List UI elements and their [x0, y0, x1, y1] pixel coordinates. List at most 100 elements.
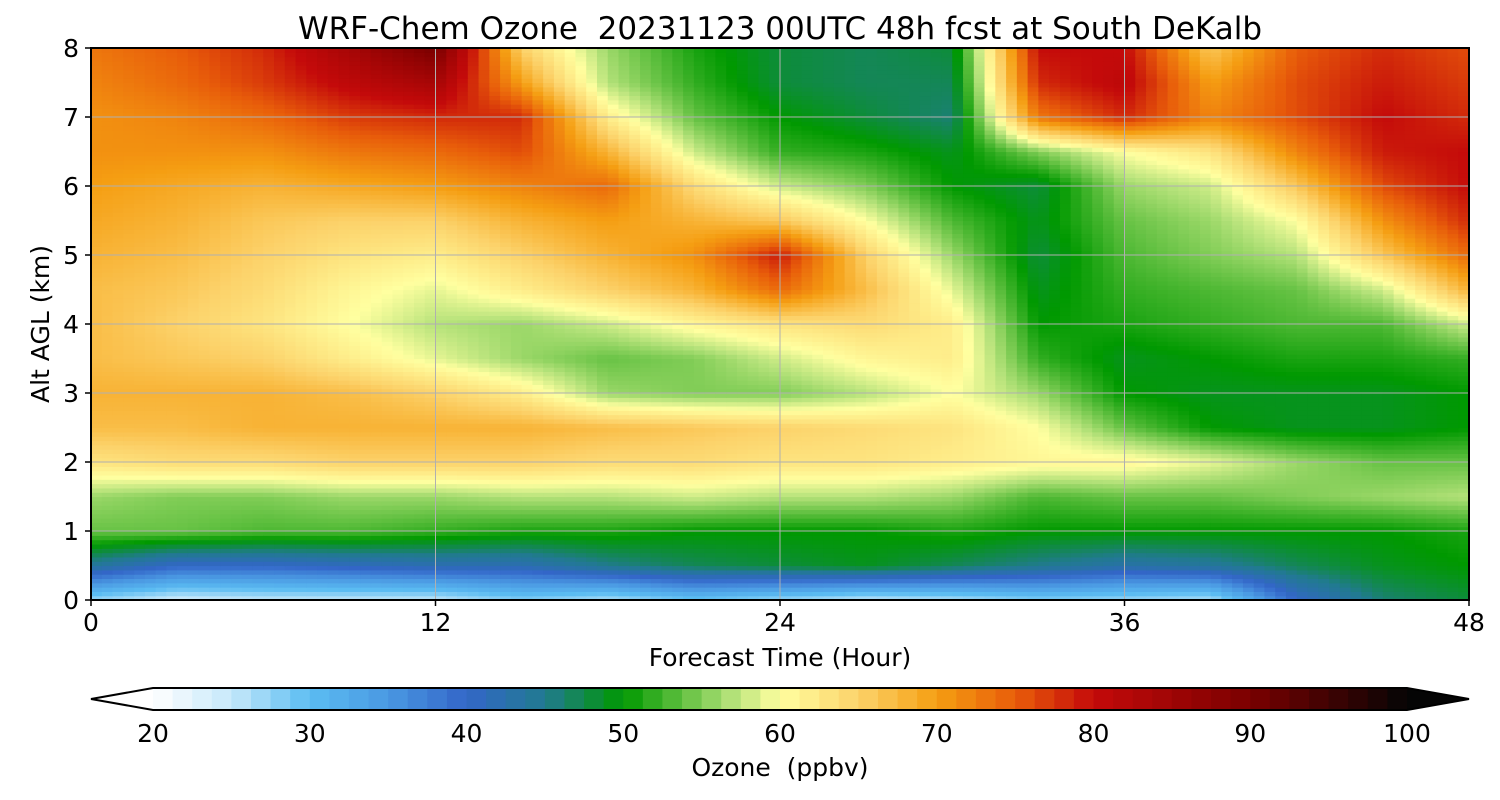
heatmap-cell — [995, 548, 1006, 553]
heatmap-cell — [651, 471, 662, 476]
heatmap-cell — [145, 501, 156, 506]
heatmap-cell — [1092, 497, 1103, 502]
heatmap-cell — [619, 591, 630, 596]
heatmap-cell — [1254, 583, 1265, 588]
heatmap-cell — [446, 466, 457, 471]
heatmap-cell — [662, 449, 673, 454]
heatmap-cell — [479, 475, 490, 480]
heatmap-cell — [177, 501, 188, 506]
heatmap-cell — [166, 578, 177, 583]
heatmap-cell — [812, 553, 823, 558]
heatmap-cell — [113, 557, 124, 562]
heatmap-cell — [737, 587, 748, 592]
heatmap-cell — [586, 453, 597, 458]
heatmap-cell — [446, 544, 457, 549]
heatmap-cell — [1426, 566, 1437, 571]
heatmap-cell — [737, 509, 748, 514]
heatmap-cell — [1168, 453, 1179, 458]
heatmap-cell — [920, 548, 931, 553]
heatmap-cell — [123, 518, 134, 523]
heatmap-cell — [812, 432, 823, 437]
heatmap-cell — [1351, 505, 1362, 510]
heatmap-cell — [1232, 471, 1243, 476]
heatmap-cell — [166, 453, 177, 458]
heatmap-cell — [920, 531, 931, 536]
heatmap-cell — [1383, 531, 1394, 536]
heatmap-cell — [726, 574, 737, 579]
heatmap-cell — [1437, 497, 1448, 502]
heatmap-cell — [952, 462, 963, 467]
heatmap-cell — [834, 505, 845, 510]
heatmap-cell — [425, 591, 436, 596]
heatmap-cell — [619, 509, 630, 514]
heatmap-cell — [1404, 462, 1415, 467]
heatmap-cell — [748, 548, 759, 553]
heatmap-cell — [1081, 449, 1092, 454]
heatmap-cell — [877, 440, 888, 445]
heatmap-cell — [554, 479, 565, 484]
heatmap-cell — [1308, 557, 1319, 562]
heatmap-cell — [845, 535, 856, 540]
heatmap-cell — [974, 531, 985, 536]
heatmap-cell — [694, 492, 705, 497]
heatmap-cell — [726, 514, 737, 519]
heatmap-cell — [748, 449, 759, 454]
heatmap-cell — [683, 509, 694, 514]
heatmap-cell — [274, 440, 285, 445]
heatmap-cell — [306, 449, 317, 454]
heatmap-cell — [888, 591, 899, 596]
heatmap-cell — [134, 492, 145, 497]
heatmap-cell — [360, 436, 371, 441]
heatmap-cell — [672, 553, 683, 558]
heatmap-cell — [328, 445, 339, 450]
heatmap-cell — [436, 501, 447, 506]
heatmap-cell — [974, 484, 985, 489]
heatmap-cell — [522, 466, 533, 471]
heatmap-cell — [403, 505, 414, 510]
heatmap-cell — [1135, 449, 1146, 454]
heatmap-cell — [877, 566, 888, 571]
heatmap-cell — [802, 505, 813, 510]
heatmap-cell — [640, 566, 651, 571]
heatmap-cell — [145, 471, 156, 476]
heatmap-cell — [489, 570, 500, 575]
heatmap-cell — [403, 479, 414, 484]
heatmap-cell — [1232, 535, 1243, 540]
heatmap-cell — [1221, 484, 1232, 489]
heatmap-cell — [608, 497, 619, 502]
heatmap-cell — [543, 466, 554, 471]
heatmap-cell — [220, 570, 231, 575]
heatmap-cell — [575, 471, 586, 476]
heatmap-cell — [769, 540, 780, 545]
heatmap-cell — [252, 484, 263, 489]
heatmap-cell — [1318, 505, 1329, 510]
heatmap-cell — [758, 561, 769, 566]
heatmap-cell — [123, 509, 134, 514]
heatmap-cell — [532, 544, 543, 549]
heatmap-cell — [274, 570, 285, 575]
heatmap-cell — [123, 544, 134, 549]
heatmap-cell — [694, 540, 705, 545]
heatmap-cell — [349, 445, 360, 450]
heatmap-cell — [995, 561, 1006, 566]
heatmap-cell — [436, 574, 447, 579]
heatmap-cell — [575, 574, 586, 579]
heatmap-cell — [425, 449, 436, 454]
heatmap-cell — [1404, 471, 1415, 476]
heatmap-cell — [500, 518, 511, 523]
heatmap-cell — [565, 557, 576, 562]
heatmap-cell — [662, 453, 673, 458]
heatmap-cell — [489, 488, 500, 493]
heatmap-cell — [1200, 561, 1211, 566]
heatmap-cell — [102, 561, 113, 566]
heatmap-cell — [1329, 535, 1340, 540]
heatmap-cell — [500, 440, 511, 445]
heatmap-cell — [479, 578, 490, 583]
heatmap-cell — [575, 449, 586, 454]
heatmap-cell — [575, 548, 586, 553]
heatmap-cell — [1447, 518, 1458, 523]
heatmap-cell — [672, 514, 683, 519]
heatmap-cell — [845, 497, 856, 502]
heatmap-cell — [629, 561, 640, 566]
heatmap-cell — [1178, 578, 1189, 583]
